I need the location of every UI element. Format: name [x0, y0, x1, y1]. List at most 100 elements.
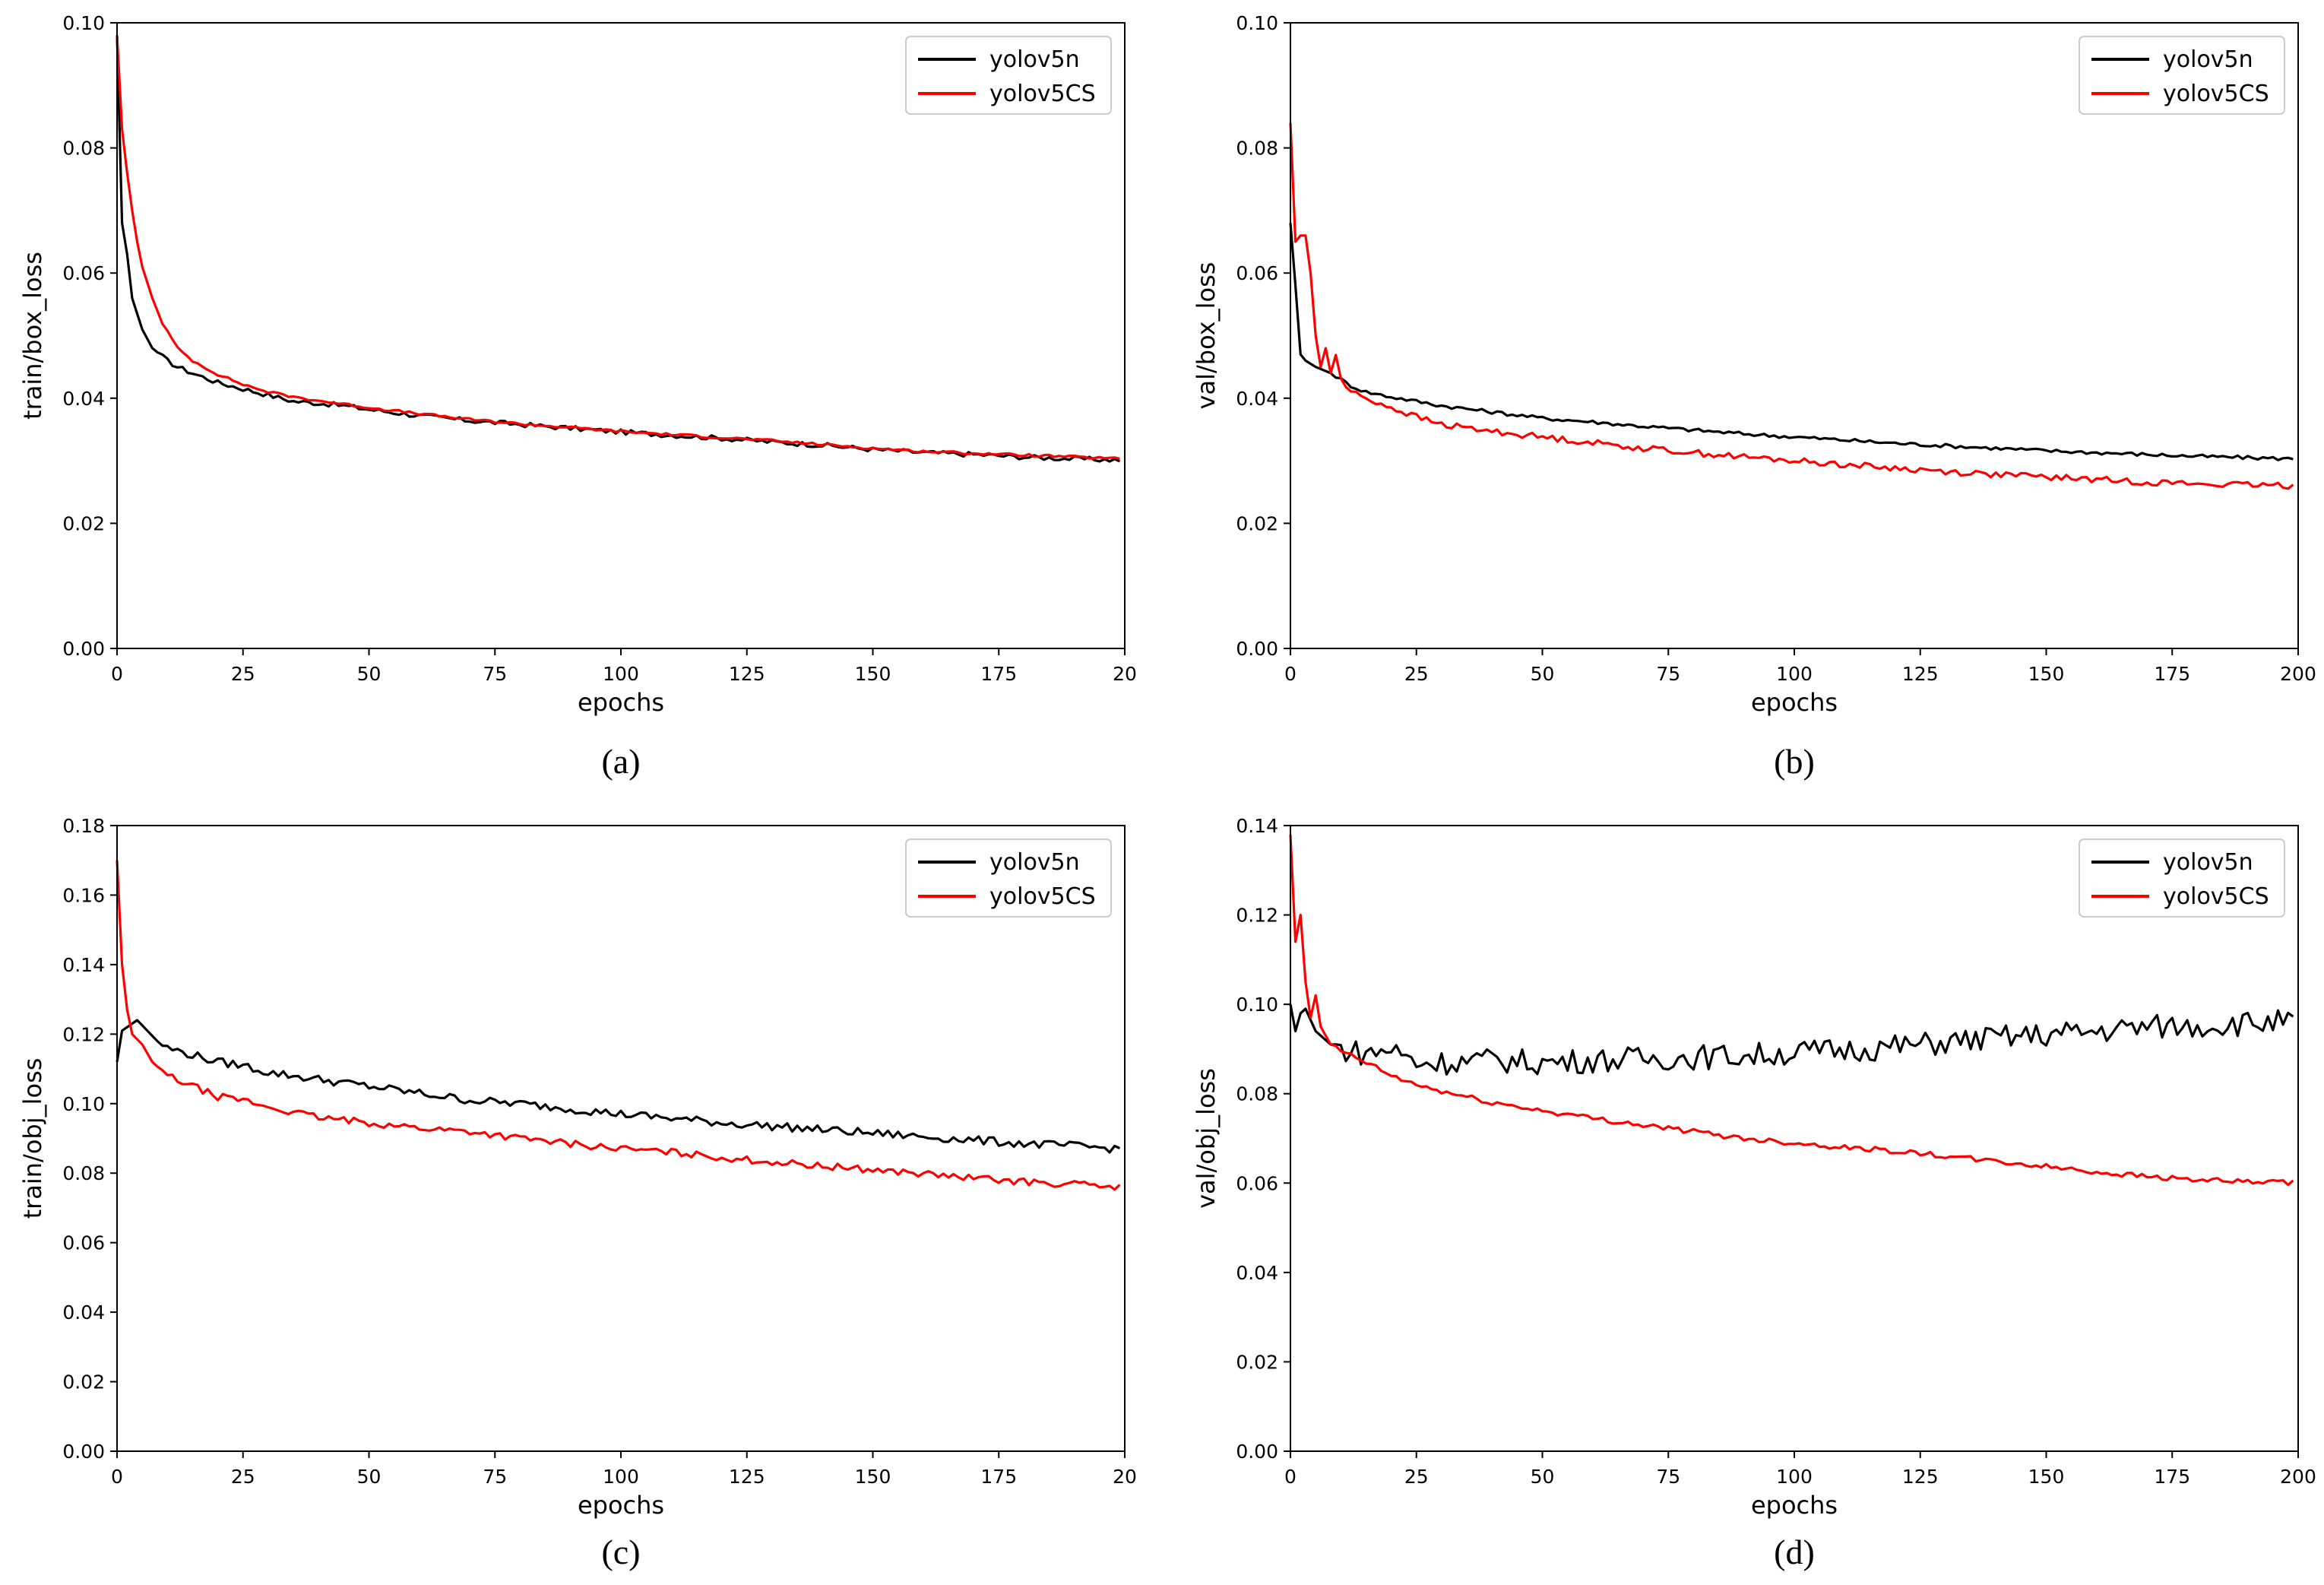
y-tick-label: 0.18 [62, 815, 105, 837]
chart-panel-b: 0 25 50 75 100 125 150 175 200 0.00 0.02 0.04 0.06 0.… [1192, 12, 2316, 781]
x-tick-label: 150 [855, 1466, 891, 1488]
y-tick-label: 0.06 [62, 1232, 105, 1254]
legend: yolov5n yolov5CS [2079, 838, 2285, 918]
x-tick-label: 75 [1656, 663, 1680, 685]
x-tick-label: 50 [1531, 1466, 1555, 1488]
y-tick-label: 0.06 [62, 262, 105, 284]
x-tick-label: 20 [1113, 1466, 1137, 1488]
panel-caption: (c) [601, 1533, 640, 1571]
x-tick-label: 175 [980, 1466, 1017, 1488]
y-tick-label: 0.06 [1236, 262, 1278, 284]
legend-label-yolov5n: yolov5n [989, 46, 1080, 73]
x-tick-label: 20 [1113, 663, 1137, 685]
x-tick-label: 175 [2154, 663, 2190, 685]
series-line-yolov5CS [1289, 122, 2294, 490]
y-tick-label: 0.10 [62, 12, 105, 34]
x-tick-label: 125 [1902, 1466, 1939, 1488]
y-tick-label: 0.14 [62, 954, 105, 976]
y-tick-label: 0.16 [62, 884, 105, 906]
legend-label-yolov5CS: yolov5CS [989, 883, 1096, 910]
x-tick-label: 125 [729, 1466, 765, 1488]
x-tick-label: 200 [2280, 663, 2316, 685]
y-tick-label: 0.02 [62, 1371, 105, 1393]
x-axis-label: epochs [1751, 1491, 1838, 1520]
y-axis-label: train/obj_loss [18, 1058, 47, 1219]
chart-panel-d: 0 25 50 75 100 125 150 175 200 0.00 0.02 0.04 0.06 0.… [1192, 815, 2316, 1571]
x-tick-label: 200 [2280, 1466, 2316, 1488]
series-line-yolov5CS [1289, 834, 2294, 1187]
panel-caption: (d) [1774, 1533, 1815, 1571]
x-tick-label: 125 [729, 663, 765, 685]
x-tick-label: 25 [231, 1466, 255, 1488]
y-tick-label: 0.08 [1236, 138, 1278, 160]
x-tick-label: 0 [111, 1466, 123, 1488]
chart-panel-c: 0 25 50 75 100 125 150 175 20 0.00 0.02 0.04 0.06 0.0… [18, 815, 1137, 1571]
y-tick-label: 0.04 [1236, 388, 1278, 410]
legend: yolov5n yolov5CS [2079, 36, 2285, 115]
y-tick-label: 0.00 [62, 1441, 105, 1463]
x-tick-label: 125 [1902, 663, 1939, 685]
y-tick-label: 0.12 [62, 1023, 105, 1045]
y-axis-label: val/obj_loss [1192, 1068, 1221, 1209]
y-tick-label: 0.08 [1236, 1083, 1278, 1105]
x-tick-label: 150 [2028, 663, 2065, 685]
plot-frame [116, 22, 1126, 649]
series-line-yolov5CS [116, 860, 1121, 1191]
legend-label-yolov5CS: yolov5CS [989, 81, 1096, 107]
y-tick-label: 0.04 [62, 388, 105, 410]
x-axis-label: epochs [1751, 688, 1838, 717]
plot-frame [1290, 22, 2299, 649]
x-tick-label: 100 [1776, 1466, 1813, 1488]
y-tick-label: 0.02 [1236, 1351, 1278, 1373]
x-tick-label: 100 [603, 1466, 639, 1488]
x-tick-label: 50 [1531, 663, 1555, 685]
x-tick-label: 0 [1284, 1466, 1297, 1488]
y-tick-label: 0.02 [1236, 512, 1278, 534]
x-tick-label: 0 [1284, 663, 1297, 685]
x-tick-label: 100 [1776, 663, 1813, 685]
y-tick-label: 0.12 [1236, 905, 1278, 927]
x-tick-label: 100 [603, 663, 639, 685]
series-line-yolov5n [1289, 1003, 2294, 1076]
panel-caption: (b) [1774, 742, 1815, 781]
x-tick-label: 150 [2028, 1466, 2065, 1488]
x-tick-label: 25 [1404, 1466, 1429, 1488]
x-tick-label: 75 [1656, 1466, 1680, 1488]
y-tick-label: 0.00 [1236, 1441, 1278, 1463]
x-tick-label: 150 [855, 663, 891, 685]
y-tick-label: 0.08 [62, 1162, 105, 1184]
plot-frame [116, 825, 1126, 1452]
x-tick-label: 0 [111, 663, 123, 685]
x-tick-label: 25 [231, 663, 255, 685]
x-axis-label: epochs [578, 1491, 664, 1520]
y-tick-label: 0.10 [1236, 12, 1278, 34]
y-axis-label: train/box_loss [18, 252, 47, 420]
legend-label-yolov5CS: yolov5CS [2163, 883, 2269, 910]
legend-label-yolov5CS: yolov5CS [2163, 81, 2269, 107]
legend: yolov5n yolov5CS [905, 838, 1112, 918]
legend: yolov5n yolov5CS [905, 36, 1112, 115]
series-line-yolov5CS [116, 35, 1120, 461]
panel-caption: (a) [601, 742, 640, 781]
legend-label-yolov5n: yolov5n [2163, 849, 2253, 876]
y-tick-label: 0.00 [1236, 638, 1278, 660]
x-tick-label: 175 [980, 663, 1017, 685]
x-tick-label: 175 [2154, 1466, 2190, 1488]
x-tick-label: 25 [1404, 663, 1429, 685]
y-tick-label: 0.10 [62, 1093, 105, 1115]
y-tick-label: 0.04 [1236, 1262, 1278, 1284]
series-line-yolov5n [1289, 223, 2294, 461]
y-tick-label: 0.04 [62, 1301, 105, 1323]
x-tick-label: 50 [357, 1466, 382, 1488]
y-tick-label: 0.14 [1236, 815, 1278, 837]
y-tick-label: 0.02 [62, 512, 105, 534]
y-tick-label: 0.08 [62, 138, 105, 160]
x-tick-label: 50 [357, 663, 382, 685]
series-line-yolov5n [116, 1019, 1121, 1154]
y-tick-label: 0.06 [1236, 1172, 1278, 1194]
y-tick-label: 0.10 [1236, 994, 1278, 1016]
x-tick-label: 75 [483, 663, 507, 685]
legend-label-yolov5n: yolov5n [989, 849, 1080, 876]
y-axis-label: val/box_loss [1192, 262, 1221, 410]
